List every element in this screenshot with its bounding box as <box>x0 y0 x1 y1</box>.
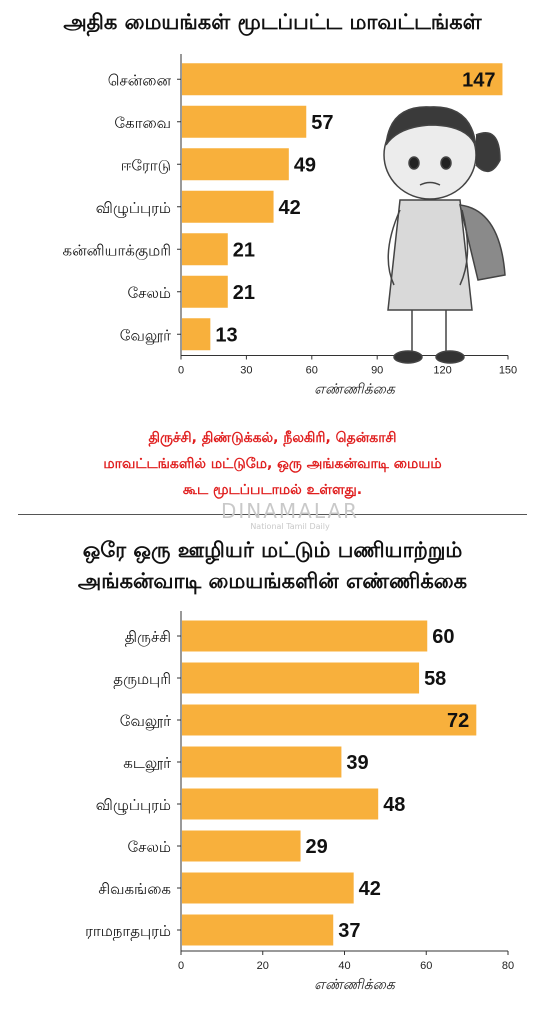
category-label-5: கன்னியாக்குமரி <box>63 241 172 260</box>
x-tick-label-5: 120 <box>433 365 451 377</box>
value-label-3: 49 <box>294 154 316 176</box>
bar-5 <box>182 233 228 266</box>
chart2-title-line2: அங்கன்வாடி மையங்களின் எண்ணிக்கை <box>77 569 468 593</box>
bar-2 <box>182 662 420 694</box>
bar-5 <box>182 788 379 820</box>
watermark-brand: DINAMALAR <box>220 499 360 523</box>
x-tick-label-1: 0 <box>178 960 184 972</box>
value-label-8: 37 <box>338 920 360 942</box>
category-label-3: வேலூர் <box>120 712 171 731</box>
x-tick-label-5: 80 <box>502 960 514 972</box>
bar-4 <box>182 190 274 223</box>
child-illustration <box>383 106 506 364</box>
category-label-6: சேலம் <box>128 284 171 302</box>
value-label-2: 58 <box>424 668 446 690</box>
value-label-7: 42 <box>359 878 381 900</box>
bar-4 <box>182 746 342 778</box>
value-label-5: 48 <box>383 794 405 816</box>
category-label-3: ஈரோடு <box>121 156 171 174</box>
value-label-6: 29 <box>306 836 328 858</box>
category-label-5: விழுப்புரம் <box>96 796 171 815</box>
chart2-title-line1: ஒரே ஒரு ஊழியர் மட்டும் பணியாற்றும் <box>82 538 463 562</box>
bar-8 <box>182 914 334 946</box>
x-tick-label-2: 30 <box>240 365 252 377</box>
x-tick-label-3: 60 <box>306 365 318 377</box>
chart1-title: அதிக மையங்கள் மூடப்பட்ட மாவட்டங்கள் <box>63 10 482 34</box>
section-divider <box>18 514 527 515</box>
chart2-plot: திருச்சி 60 தருமபுரி 58 வேலூர் 72 கடலூர் 39 விழு… <box>85 611 514 993</box>
value-label-4: 42 <box>279 197 301 219</box>
bar-6 <box>182 830 301 862</box>
value-label-4: 39 <box>346 752 368 774</box>
category-label-1: திருச்சி <box>125 628 171 646</box>
category-label-2: கோவை <box>114 114 171 132</box>
bar-6 <box>182 275 228 308</box>
category-label-7: சிவகங்கை <box>98 880 171 898</box>
note-line-2: மாவட்டங்களில் மட்டுமே, ஒரு அங்கன்வாடி மை… <box>103 456 442 472</box>
bar-2 <box>182 105 307 138</box>
category-label-8: ராமநாதபுரம் <box>85 922 171 940</box>
x-tick-label-4: 90 <box>371 365 383 377</box>
category-label-7: வேலூர் <box>120 326 171 345</box>
x-tick-label-4: 60 <box>420 960 432 972</box>
x-tick-label-6: 150 <box>499 365 517 377</box>
note-line-3: கூட மூடப்படாமல் உள்ளது. <box>182 482 363 498</box>
bar-1 <box>182 620 428 652</box>
x-axis-label: எண்ணிக்கை <box>314 977 396 993</box>
bar-3 <box>182 148 289 181</box>
category-label-4: விழுப்புரம் <box>96 199 171 218</box>
category-label-2: தருமபுரி <box>113 670 171 688</box>
category-label-6: சேலம் <box>128 838 171 856</box>
note-line-1: திருச்சி, திண்டுக்கல், நீலகிரி, தென்காசி <box>148 430 397 446</box>
chart1-plot: சென்னை 147 கோவை 57 ஈரோடு 49 விழுப்புரம் 42 கன்னி… <box>63 54 517 398</box>
x-axis-label: எண்ணிக்கை <box>314 382 396 398</box>
category-label-4: கடலூர் <box>123 754 171 773</box>
value-label-1: 60 <box>432 626 454 648</box>
bar-3 <box>182 704 477 736</box>
watermark-tagline: National Tamil Daily <box>250 522 330 531</box>
bar-7 <box>182 872 354 904</box>
value-label-1: 147 <box>462 69 495 91</box>
value-label-5: 21 <box>233 239 255 261</box>
bar-7 <box>182 318 211 351</box>
value-label-2: 57 <box>311 112 333 134</box>
value-label-6: 21 <box>233 282 255 304</box>
category-label-1: சென்னை <box>108 71 172 89</box>
x-tick-label-1: 0 <box>178 365 184 377</box>
value-label-3: 72 <box>447 710 469 732</box>
bar-1 <box>182 63 503 96</box>
value-label-7: 13 <box>215 324 237 346</box>
dinamalar-watermark: DINAMALAR National Tamil Daily <box>215 500 365 531</box>
x-tick-label-2: 20 <box>257 960 269 972</box>
x-tick-label-3: 40 <box>338 960 350 972</box>
